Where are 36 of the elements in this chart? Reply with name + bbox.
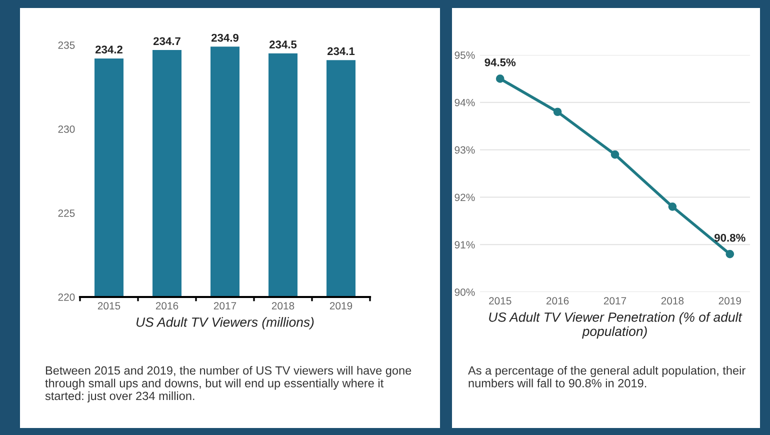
y-tick-label: 92%	[454, 194, 475, 202]
y-tick-label: 230	[58, 126, 75, 133]
text: Between 2015 and 2019, the number of US TV viewers will have gone through small ups and downs, but will end up essentially where it started: just over 234 million.	[45, 366, 412, 402]
data-label: 234.1	[327, 47, 355, 56]
point	[553, 108, 562, 116]
text: As a percentage of the general adult population, their numbers will fall to 90.8% in 2019.	[468, 366, 746, 388]
x-tick-label: 2017	[604, 297, 626, 305]
data-label: 234.2	[95, 46, 122, 54]
x-tick-label: 2015	[98, 302, 120, 310]
data-label: 90.8%	[714, 234, 746, 242]
data-label: 234.7	[153, 37, 180, 46]
point	[496, 74, 504, 83]
data-label: 94.5%	[484, 58, 516, 66]
x-tick-label: 2015	[489, 297, 512, 305]
data-label: 234.5	[269, 40, 297, 48]
y-tick-label: 220	[58, 294, 75, 301]
x-tick-label: 2016	[156, 302, 178, 310]
y-tick-label: 235	[58, 42, 75, 49]
x-axis-title: US Adult TV Viewers (millions)	[136, 317, 314, 330]
point	[610, 150, 620, 159]
data-label: 234.9	[211, 34, 238, 42]
x-tick-label: 2018	[272, 302, 294, 310]
x-axis-title: US Adult TV Viewer Penetration (% of adult population)	[489, 312, 742, 339]
x-tick-label: 2016	[546, 297, 569, 305]
y-tick-label: 91%	[454, 241, 475, 248]
y-tick-label: 225	[58, 210, 75, 217]
x-tick-label: 2019	[718, 297, 741, 305]
x-tick-label: 2017	[214, 302, 236, 310]
x-tick-label: 2018	[661, 297, 684, 305]
y-tick-label: 95%	[454, 52, 475, 59]
point	[668, 202, 677, 211]
point	[726, 250, 734, 258]
x-tick-label: 2019	[330, 302, 352, 310]
y-tick-label: 90%	[454, 288, 475, 296]
y-tick-label: 94%	[454, 98, 475, 106]
y-tick-label: 93%	[454, 146, 475, 154]
